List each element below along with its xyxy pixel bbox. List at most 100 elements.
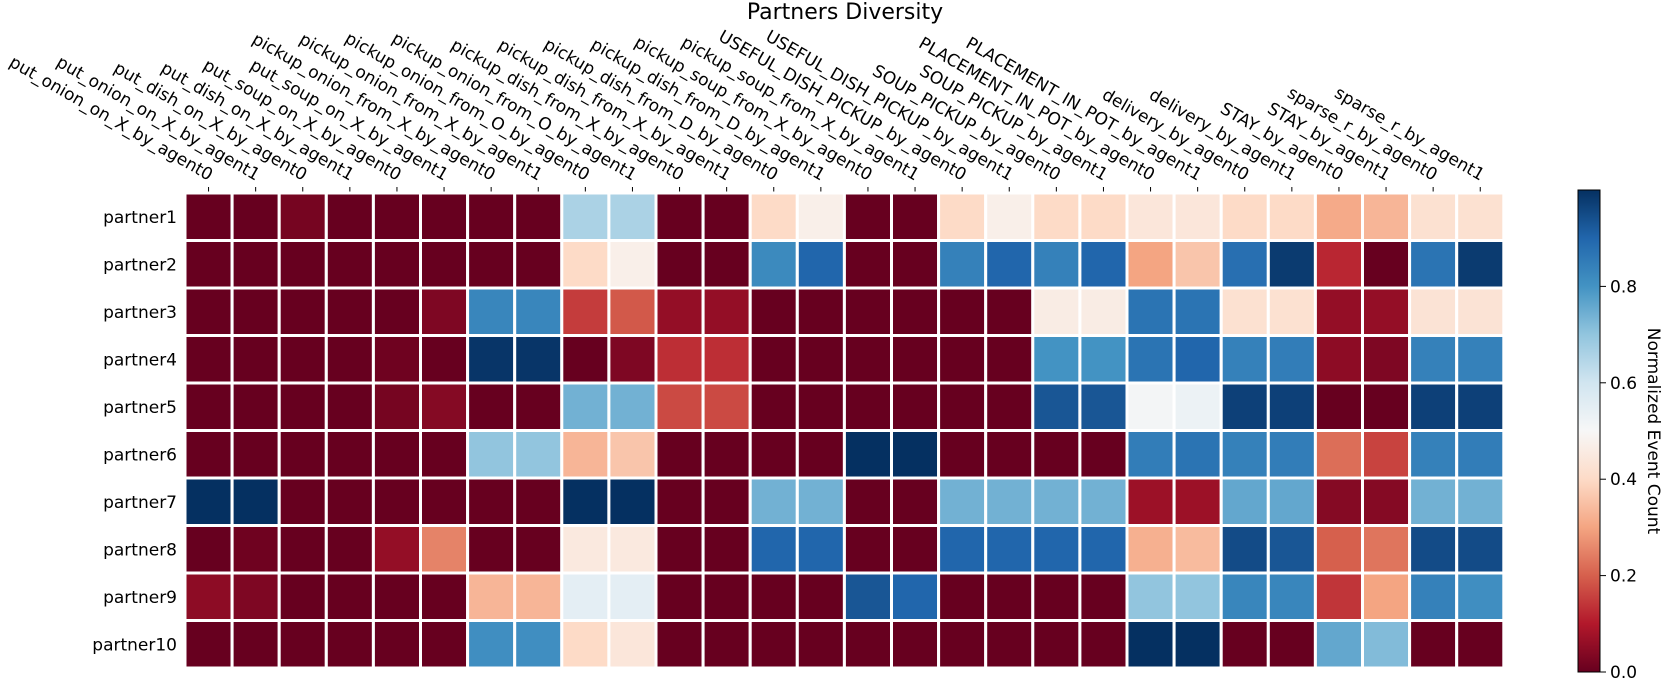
heatmap-cell — [324, 334, 375, 385]
heatmap-cell — [1313, 334, 1365, 385]
heatmap-cell — [1172, 381, 1223, 432]
heatmap-cell — [1172, 571, 1223, 622]
heatmap-cell — [890, 524, 941, 575]
heatmap-cell — [1219, 191, 1270, 242]
heatmap-cell — [1172, 239, 1223, 290]
heatmap-cell — [230, 429, 281, 480]
heatmap-cell — [607, 334, 658, 385]
heatmap-cell — [748, 524, 799, 575]
heatmap-cell — [607, 286, 658, 337]
heatmap-cell — [277, 239, 328, 290]
heatmap-cell — [1455, 286, 1506, 337]
heatmap-cell — [1455, 429, 1506, 480]
heatmap-cell — [371, 239, 422, 290]
heatmap-cell — [1408, 334, 1459, 385]
heatmap-cell — [984, 286, 1035, 337]
heatmap-cell — [1125, 619, 1176, 670]
heatmap-cell — [230, 571, 281, 622]
heatmap-cells — [183, 191, 1506, 670]
heatmap-cell — [371, 191, 422, 242]
heatmap-cell — [513, 524, 564, 575]
heatmap-cell — [1266, 334, 1317, 385]
heatmap-cell — [607, 429, 658, 480]
heatmap-cell — [1078, 381, 1129, 432]
row-label: partner10 — [92, 635, 177, 655]
heatmap-cell — [795, 619, 846, 670]
heatmap-cell — [984, 429, 1035, 480]
heatmap-cell — [324, 429, 375, 480]
heatmap-cell — [560, 191, 611, 242]
heatmap-cell — [937, 619, 988, 670]
heatmap-cell — [371, 524, 422, 575]
heatmap-cell — [1266, 429, 1317, 480]
heatmap-cell — [1408, 619, 1459, 670]
heatmap-cell — [560, 429, 611, 480]
heatmap-cell — [560, 476, 611, 527]
heatmap-cell — [513, 239, 564, 290]
heatmap-cell — [842, 571, 894, 622]
heatmap-cell — [1408, 571, 1459, 622]
heatmap-cell — [654, 476, 705, 527]
heatmap-cell — [1455, 571, 1506, 622]
heatmap-cell — [324, 381, 375, 432]
heatmap-cell — [795, 524, 846, 575]
heatmap-cell — [560, 286, 611, 337]
heatmap-cell — [795, 429, 846, 480]
colorbar — [1577, 189, 1601, 673]
heatmap-cell — [1078, 429, 1129, 480]
heatmap-cell — [1313, 476, 1365, 527]
heatmap-cell — [842, 239, 894, 290]
heatmap-cell — [1219, 476, 1270, 527]
heatmap-cell — [748, 476, 799, 527]
heatmap-cell — [513, 429, 564, 480]
heatmap-cell — [466, 429, 517, 480]
heatmap-cell — [466, 619, 517, 670]
heatmap-cell — [795, 334, 846, 385]
heatmap-cell — [419, 334, 470, 385]
heatmap-cell — [513, 334, 564, 385]
heatmap-cell — [748, 571, 799, 622]
heatmap-cell — [607, 619, 658, 670]
heatmap-cell — [1219, 619, 1270, 670]
heatmap-cell — [1031, 524, 1082, 575]
heatmap-cell — [1313, 239, 1365, 290]
heatmap-cell — [277, 571, 328, 622]
heatmap-cell — [560, 239, 611, 290]
heatmap-cell — [984, 381, 1035, 432]
heatmap-cell — [1172, 286, 1223, 337]
heatmap-cell — [1313, 381, 1365, 432]
heatmap-cell — [1361, 619, 1412, 670]
heatmap-cell — [937, 524, 988, 575]
heatmap-cell — [560, 524, 611, 575]
heatmap-cell — [1078, 619, 1129, 670]
row-label: partner4 — [103, 350, 177, 370]
heatmap-cell — [277, 381, 328, 432]
heatmap-cell — [513, 381, 564, 432]
heatmap-cell — [937, 191, 988, 242]
heatmap-cell — [937, 381, 988, 432]
colorbar-ticks: 0.0 0.2 0.4 0.6 0.8 — [1600, 277, 1637, 680]
heatmap-cell — [1172, 524, 1223, 575]
heatmap-cell — [466, 286, 517, 337]
heatmap-cell — [607, 524, 658, 575]
heatmap-cell — [984, 524, 1035, 575]
heatmap-cell — [748, 334, 799, 385]
heatmap-cell — [1172, 334, 1223, 385]
heatmap-cell — [795, 476, 846, 527]
heatmap-cell — [701, 619, 752, 670]
row-label: partner5 — [103, 398, 177, 418]
heatmap-cell — [1361, 334, 1412, 385]
heatmap-cell — [324, 239, 375, 290]
heatmap-cell — [419, 476, 470, 527]
heatmap-cell — [1408, 476, 1459, 527]
heatmap-cell — [842, 334, 894, 385]
column-ticks — [208, 187, 1481, 192]
heatmap-cell — [701, 571, 752, 622]
heatmap-cell — [1361, 429, 1412, 480]
heatmap-cell — [795, 191, 846, 242]
heatmap-cell — [1266, 571, 1317, 622]
column-labels: put_onion_on_X_by_agent0put_onion_on_X_b… — [6, 27, 1488, 186]
heatmap-cell — [654, 524, 705, 575]
heatmap-cell — [1078, 239, 1129, 290]
